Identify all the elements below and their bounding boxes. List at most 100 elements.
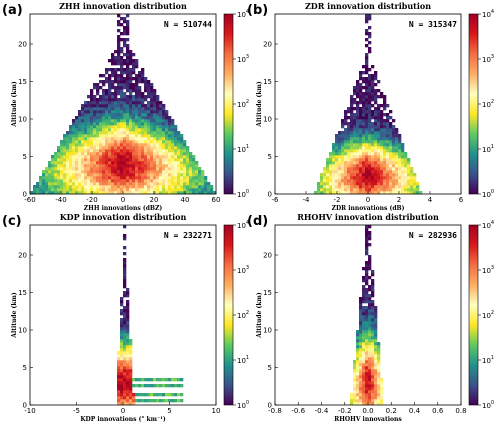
heatmap-cell bbox=[57, 185, 61, 189]
heatmap-cell bbox=[135, 104, 139, 108]
heatmap-cell bbox=[320, 179, 324, 183]
heatmap-cell bbox=[108, 101, 112, 105]
heatmap-cell bbox=[347, 182, 351, 186]
heatmap-cell bbox=[123, 161, 127, 165]
heatmap-cell bbox=[177, 185, 181, 189]
heatmap-cell bbox=[374, 333, 378, 337]
heatmap-cell bbox=[192, 185, 196, 189]
heatmap-cell bbox=[362, 92, 366, 96]
heatmap-cell bbox=[63, 146, 67, 150]
heatmap-cell bbox=[377, 170, 381, 174]
heatmap-cell bbox=[371, 357, 375, 361]
heatmap-cell bbox=[377, 179, 381, 183]
heatmap-cell bbox=[90, 95, 94, 99]
heatmap-cell bbox=[353, 369, 357, 373]
heatmap-cell bbox=[383, 173, 387, 177]
heatmap-cell bbox=[159, 164, 163, 168]
heatmap-cell bbox=[398, 140, 402, 144]
heatmap-cell bbox=[126, 107, 130, 111]
heatmap-cell bbox=[371, 125, 375, 129]
heatmap-cell bbox=[371, 149, 375, 153]
x-tick-label: 5 bbox=[167, 407, 171, 415]
heatmap-cell bbox=[162, 128, 166, 132]
heatmap-cell bbox=[147, 80, 151, 84]
x-tick-label: 10 bbox=[212, 407, 221, 415]
heatmap-cell bbox=[120, 333, 124, 337]
heatmap-cell bbox=[123, 80, 127, 84]
heatmap-cell bbox=[120, 116, 124, 120]
colorbar-tick-base: 10 bbox=[482, 312, 491, 320]
heatmap-cell bbox=[410, 185, 414, 189]
heatmap-cell bbox=[171, 152, 175, 156]
heatmap-cell bbox=[69, 188, 73, 192]
heatmap-cell bbox=[362, 396, 366, 400]
heatmap-cell bbox=[159, 125, 163, 129]
heatmap-cell bbox=[353, 363, 357, 367]
heatmap-cell bbox=[150, 179, 154, 183]
heatmap-cell bbox=[386, 176, 390, 180]
heatmap-cell bbox=[365, 297, 369, 301]
heatmap-cell bbox=[180, 176, 184, 180]
heatmap-cell bbox=[377, 164, 381, 168]
y-tick-label: 10 bbox=[263, 327, 272, 335]
heatmap-cell bbox=[81, 125, 85, 129]
heatmap-cell bbox=[138, 113, 142, 117]
heatmap-cell bbox=[183, 140, 187, 144]
heatmap-cell bbox=[57, 161, 61, 165]
heatmap-cell bbox=[108, 179, 112, 183]
heatmap-cell bbox=[371, 173, 375, 177]
heatmap-cell bbox=[377, 176, 381, 180]
heatmap-cell bbox=[165, 182, 169, 186]
heatmap-cell bbox=[66, 161, 70, 165]
heatmap-cell bbox=[371, 113, 375, 117]
heatmap-cell bbox=[159, 188, 163, 192]
heatmap-cell bbox=[123, 258, 127, 262]
heatmap-cell bbox=[135, 149, 139, 153]
heatmap-cell bbox=[111, 122, 115, 126]
heatmap-cell bbox=[362, 134, 366, 138]
heatmap-cell bbox=[171, 140, 175, 144]
heatmap-cell bbox=[168, 119, 172, 123]
heatmap-cell bbox=[356, 104, 360, 108]
colorbar-tick-base: 10 bbox=[237, 101, 246, 109]
heatmap-cell bbox=[90, 104, 94, 108]
heatmap-cell bbox=[144, 378, 148, 382]
heatmap-cell bbox=[380, 140, 384, 144]
heatmap-cell bbox=[165, 161, 169, 165]
heatmap-cell bbox=[48, 179, 52, 183]
heatmap-cell bbox=[36, 191, 40, 195]
heatmap-cell bbox=[356, 110, 360, 114]
heatmap-cell bbox=[350, 182, 354, 186]
heatmap-cell bbox=[198, 185, 202, 189]
heatmap-cell bbox=[111, 140, 115, 144]
heatmap-cell bbox=[147, 119, 151, 123]
heatmap-cell bbox=[371, 375, 375, 379]
heatmap-cell bbox=[350, 119, 354, 123]
heatmap-cell bbox=[126, 191, 130, 195]
heatmap-cell bbox=[377, 152, 381, 156]
heatmap-cell bbox=[54, 176, 58, 180]
heatmap-cell bbox=[168, 146, 172, 150]
heatmap-cell bbox=[371, 360, 375, 364]
heatmap-cell bbox=[353, 182, 357, 186]
heatmap-cell bbox=[45, 167, 49, 171]
x-tick-label: 0.0 bbox=[362, 407, 373, 415]
heatmap-cell bbox=[144, 152, 148, 156]
heatmap-cell bbox=[389, 155, 393, 159]
heatmap-cell bbox=[201, 179, 205, 183]
heatmap-cell bbox=[171, 179, 175, 183]
heatmap-cell bbox=[353, 137, 357, 141]
heatmap-cell bbox=[171, 164, 175, 168]
heatmap-cell bbox=[111, 62, 115, 66]
heatmap-cell bbox=[102, 167, 106, 171]
heatmap-cell bbox=[338, 140, 342, 144]
heatmap-cell bbox=[66, 143, 70, 147]
heatmap-cell bbox=[386, 134, 390, 138]
heatmap-cell bbox=[105, 113, 109, 117]
heatmap-cell bbox=[132, 182, 136, 186]
heatmap-cell bbox=[117, 381, 121, 385]
heatmap-cell bbox=[147, 191, 151, 195]
heatmap-cell bbox=[183, 191, 187, 195]
colorbar-tick-exponent: 1 bbox=[491, 355, 494, 361]
heatmap-cell bbox=[341, 134, 345, 138]
